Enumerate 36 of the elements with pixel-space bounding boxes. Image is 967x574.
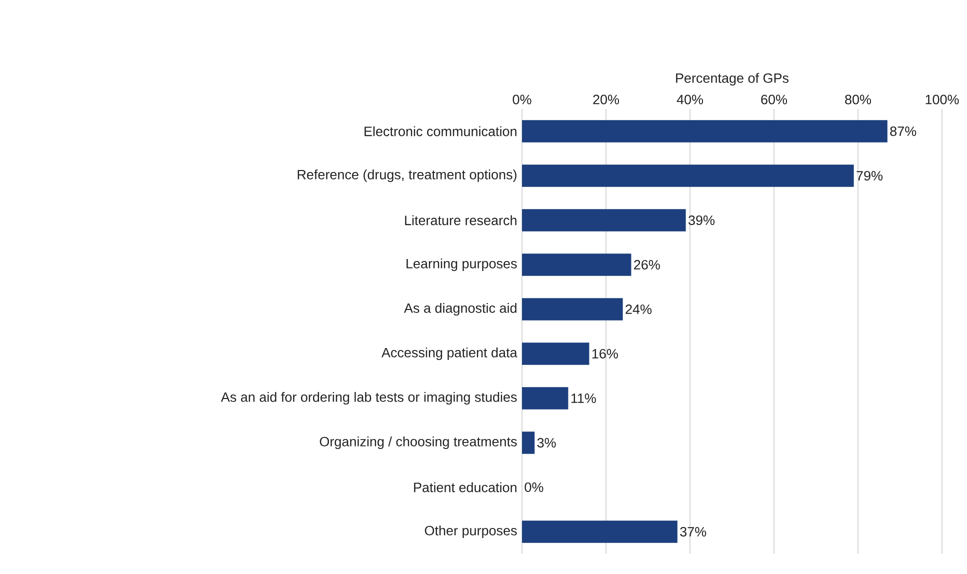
y-tick-label: As an aid for ordering lab tests or imaging studies xyxy=(220,392,517,405)
x-tick-label: 100% xyxy=(926,94,959,104)
y-tick-label: Literature research xyxy=(405,215,516,226)
x-tick-label: 20% xyxy=(593,94,620,104)
x-tick-label: 0% xyxy=(512,94,532,104)
data-label: 0% xyxy=(524,482,544,492)
data-label: 37% xyxy=(680,526,706,537)
bar xyxy=(522,298,623,320)
y-tick-label: Reference (drugs, treatment options) xyxy=(298,169,516,182)
y-tick-label: Learning purposes xyxy=(406,258,517,272)
y-tick-label: Accessing patient data xyxy=(381,347,518,360)
y-tick-label: Other purposes xyxy=(424,525,517,538)
data-label: 79% xyxy=(856,170,883,181)
bar xyxy=(522,342,590,365)
bar xyxy=(522,164,854,187)
bar xyxy=(522,520,678,543)
x-tick-label: 40% xyxy=(676,94,704,104)
bar xyxy=(522,254,632,276)
y-tick-label: Patient education xyxy=(414,482,516,492)
data-label: 24% xyxy=(626,304,652,314)
data-label: 11% xyxy=(571,394,596,403)
data-label: 26% xyxy=(634,260,660,270)
data-label: 87% xyxy=(890,126,916,136)
x-axis-title: Percentage of GPs xyxy=(676,72,789,86)
bar xyxy=(522,432,535,454)
bar xyxy=(522,387,568,410)
y-tick-label: Organizing / choosing treatments xyxy=(320,436,517,450)
x-tick-label: 60% xyxy=(761,94,788,104)
data-label: 39% xyxy=(688,215,715,226)
bar xyxy=(522,120,888,142)
y-tick-label: As a diagnostic aid xyxy=(404,302,516,316)
x-tick-label: 80% xyxy=(845,94,872,104)
data-label: 16% xyxy=(592,348,618,359)
bar xyxy=(522,209,686,232)
y-tick-label: Electronic communication xyxy=(364,126,516,136)
data-label: 3% xyxy=(537,438,556,448)
